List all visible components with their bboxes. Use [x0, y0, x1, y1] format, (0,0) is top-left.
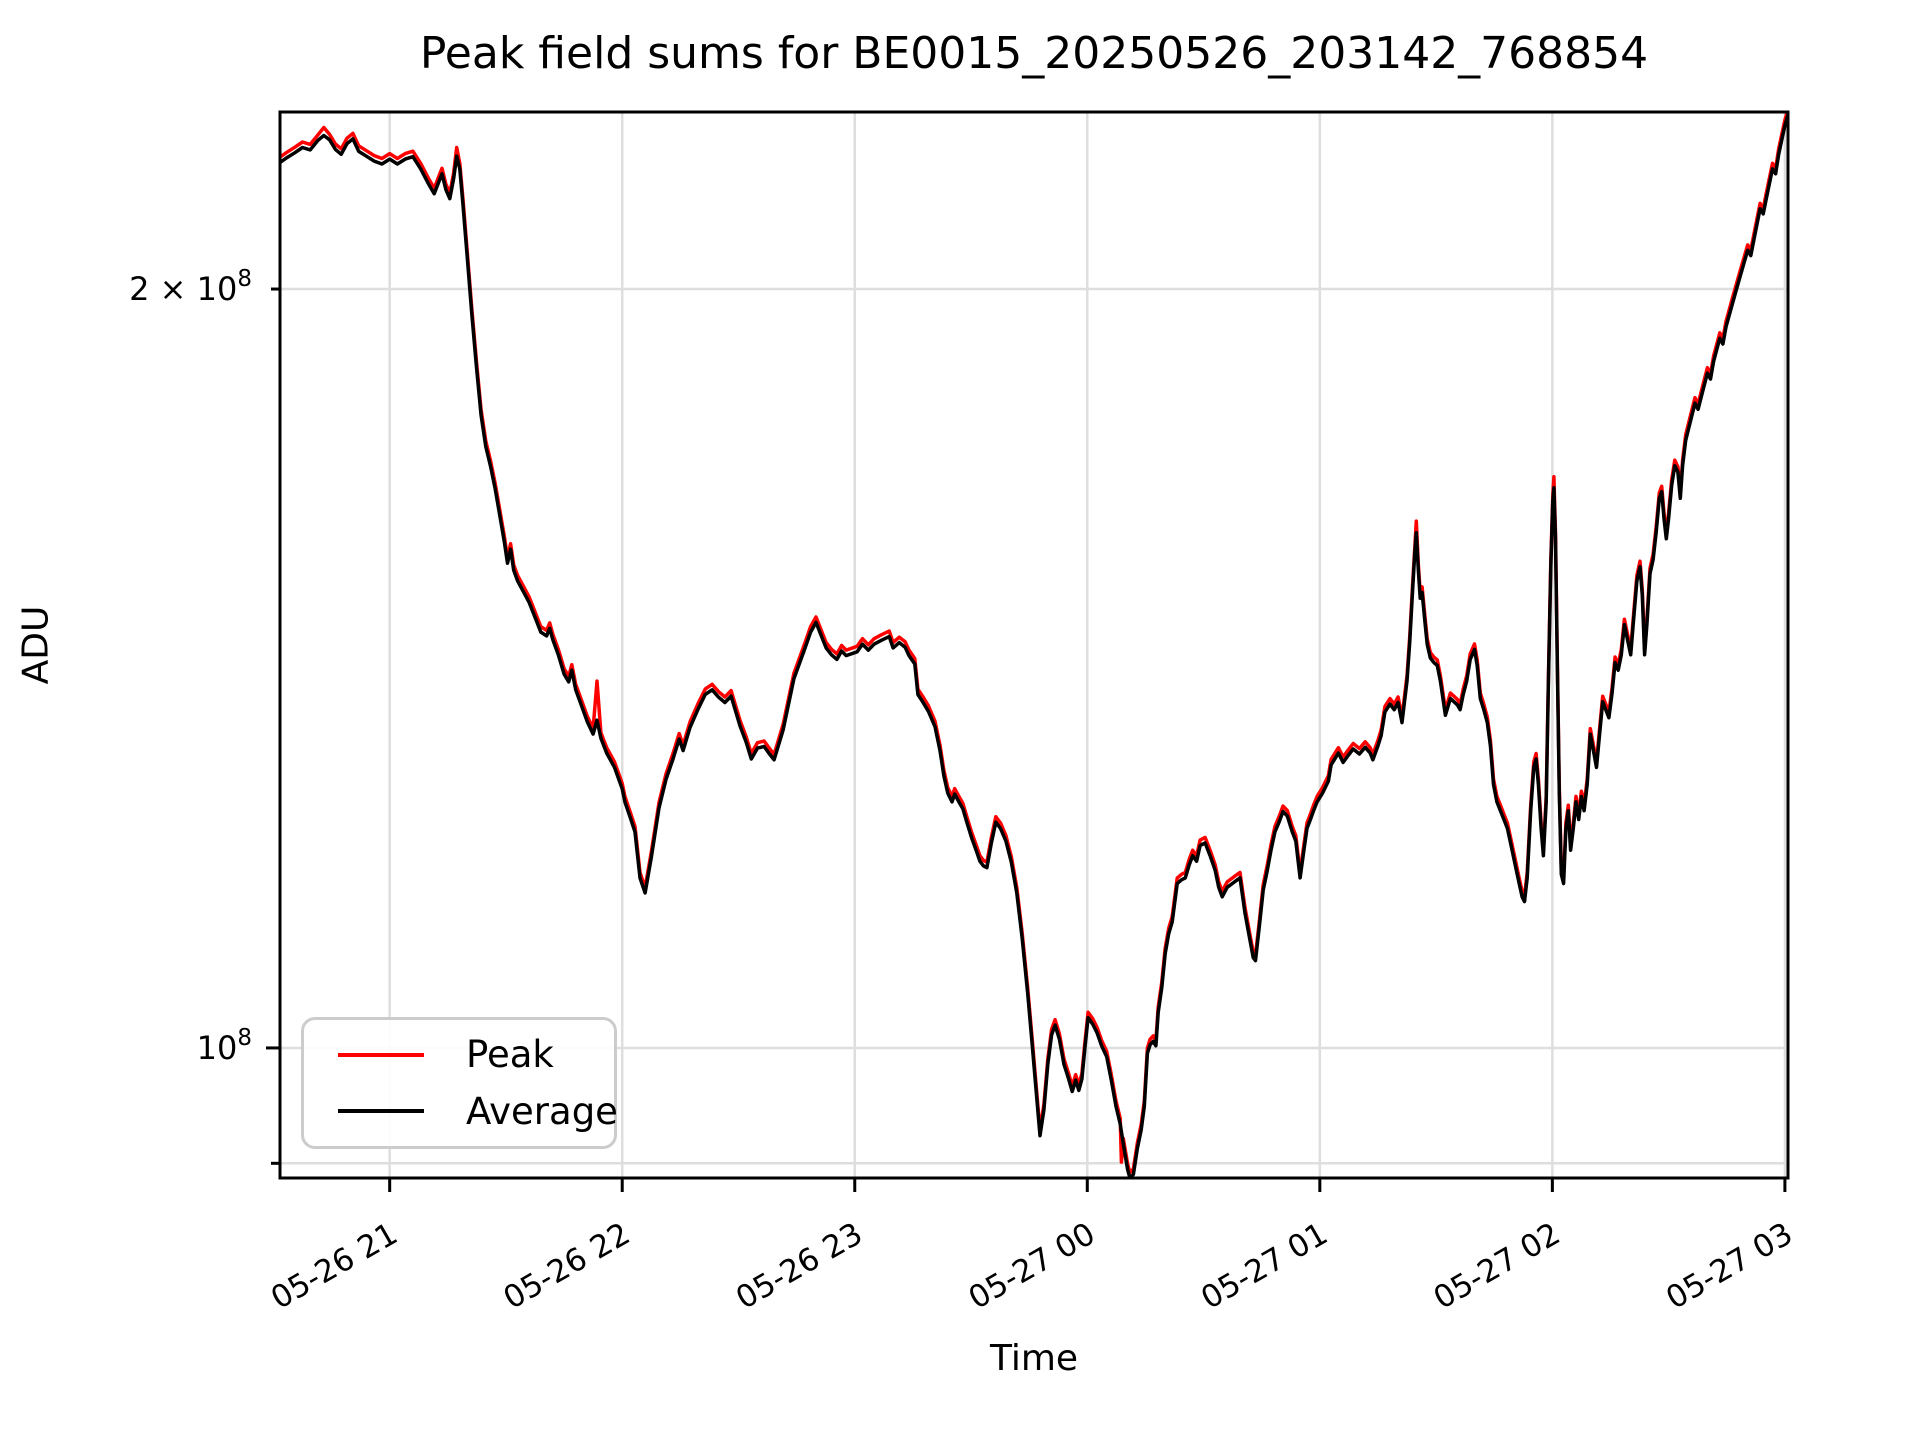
- svg-text:05-27 01: 05-27 01: [1195, 1216, 1334, 1317]
- svg-text:05-27 03: 05-27 03: [1660, 1216, 1799, 1317]
- average-line-sample: [338, 1109, 424, 1114]
- svg-text:05-26 21: 05-26 21: [265, 1216, 404, 1317]
- svg-text:2 × 108: 2 × 108: [129, 266, 252, 308]
- x-axis-label: Time: [989, 1338, 1079, 1379]
- chart-title: Peak field sums for BE0015_20250526_2031…: [419, 28, 1649, 79]
- svg-text:05-27 00: 05-27 00: [963, 1216, 1102, 1317]
- svg-text:05-26 22: 05-26 22: [498, 1216, 637, 1317]
- svg-text:108: 108: [197, 1025, 252, 1067]
- legend-entry-average: Average: [304, 1090, 618, 1133]
- legend-label-average: Average: [466, 1089, 618, 1133]
- svg-text:05-26 23: 05-26 23: [730, 1216, 869, 1317]
- svg-text:05-27 02: 05-27 02: [1428, 1216, 1567, 1317]
- peak-line-sample: [338, 1052, 424, 1057]
- legend: Peak Average: [301, 1017, 618, 1149]
- legend-entry-peak: Peak: [304, 1033, 614, 1076]
- y-axis-label: ADU: [15, 605, 57, 685]
- legend-label-peak: Peak: [466, 1033, 554, 1077]
